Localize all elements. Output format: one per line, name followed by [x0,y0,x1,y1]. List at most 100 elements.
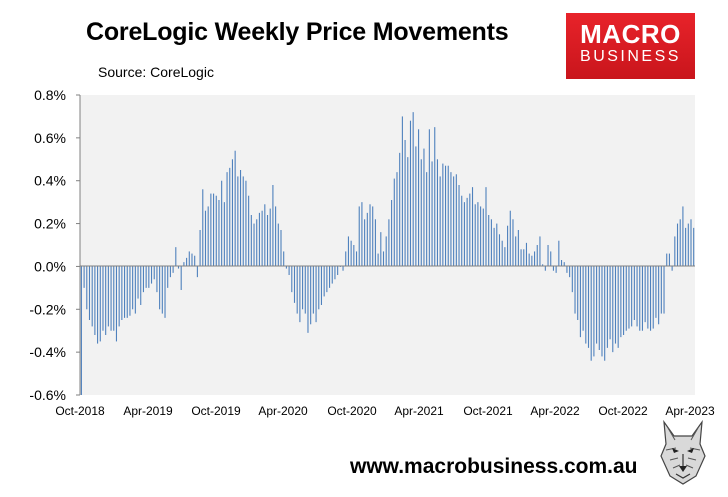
bar-70 [269,208,271,267]
bar-139 [455,174,457,267]
y-tick-label-2: -0.2% [29,301,66,317]
bar-92 [329,266,331,288]
bar-109 [374,219,376,267]
bar-158 [507,225,509,267]
y-tick-label-4: 0.2% [34,216,66,232]
bar-51 [218,200,220,267]
bar-58 [237,176,239,267]
bar-72 [275,206,277,267]
logo-line-1: MACRO [580,19,681,49]
x-tick-label-3: Apr-2020 [258,404,308,418]
bar-159 [509,210,511,267]
wolf-logo-icon [658,418,708,486]
bar-186 [582,266,584,331]
bar-94 [334,266,336,280]
bar-33 [169,266,171,278]
bar-180 [566,266,568,273]
bar-series [80,112,695,395]
bar-203 [628,266,630,329]
bar-214 [658,266,660,325]
bar-120 [404,140,406,267]
bar-125 [418,129,420,267]
bar-163 [520,249,522,267]
bar-124 [415,146,417,267]
bar-13 [115,266,118,342]
bar-14 [118,266,120,327]
bar-21 [137,266,139,299]
bar-15 [121,266,123,320]
bar-103 [358,206,360,267]
bar-64 [253,223,255,267]
bar-19 [132,266,134,310]
bar-17 [126,266,128,318]
x-tick-label-8: Oct-2022 [598,404,648,418]
bar-68 [264,204,266,267]
bar-167 [531,255,533,267]
bar-151 [488,215,490,267]
bar-187 [585,266,587,344]
bar-23 [142,266,144,293]
bar-130 [431,161,433,267]
bar-95 [337,266,339,275]
bar-175 [552,266,554,271]
x-tick-label-5: Apr-2021 [394,404,444,418]
x-tick-label-0: Oct-2018 [55,404,105,418]
bar-134 [442,163,444,267]
bar-82 [302,266,304,310]
bar-171 [542,264,544,267]
bar-202 [625,266,627,331]
bar-182 [571,266,573,293]
bar-220 [674,236,676,267]
bar-223 [682,206,684,267]
bar-20 [134,266,136,314]
bar-50 [215,195,217,267]
bar-148 [480,206,482,267]
bar-128 [426,172,428,267]
bar-144 [469,193,471,267]
y-tick-label-3: 0.0% [34,258,66,274]
bar-43 [196,266,198,278]
bar-218 [668,253,670,267]
bar-188 [587,266,590,348]
bar-114 [388,219,390,267]
bar-31 [164,266,166,318]
bar-140 [458,185,460,267]
bar-204 [631,266,633,327]
bar-123 [412,112,414,267]
bar-46 [204,210,207,267]
bar-73 [277,223,279,267]
bar-1 [83,266,85,288]
bar-197 [612,266,614,353]
bar-222 [679,219,681,267]
bar-150 [485,187,487,267]
bar-37 [180,266,182,290]
bar-30 [161,266,163,314]
bar-59 [239,170,242,267]
bar-138 [453,176,455,267]
bar-45 [202,189,204,267]
bar-126 [420,159,422,267]
bar-60 [242,176,244,267]
bar-199 [617,266,619,348]
bar-136 [447,165,449,267]
bar-49 [213,193,215,267]
bar-210 [647,266,649,329]
bar-4 [91,266,93,327]
bar-141 [461,195,463,267]
x-tick-label-2: Oct-2019 [191,404,241,418]
bar-178 [560,260,563,267]
bar-209 [644,266,646,323]
bar-129 [428,129,430,267]
bar-105 [364,219,366,267]
bar-63 [250,215,252,267]
y-tick-label-0: -0.6% [29,387,66,403]
bar-7 [99,266,101,342]
bar-56 [231,159,233,267]
bar-115 [391,200,393,267]
bar-74 [280,230,282,267]
bar-226 [690,219,692,267]
bar-143 [466,197,468,267]
bar-169 [536,245,538,267]
bar-38 [183,262,185,267]
bar-96 [339,266,341,267]
